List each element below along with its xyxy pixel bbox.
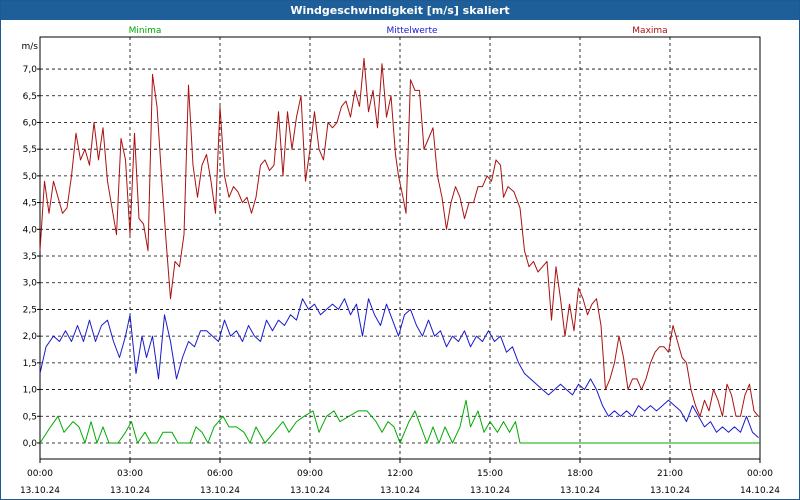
y-tick-label: 7,0: [23, 65, 38, 75]
x-tick-time-label: 21:00: [657, 469, 683, 479]
y-tick-label: 4,5: [23, 199, 37, 209]
x-tick-time-label: 00:00: [27, 469, 53, 479]
y-tick-label: 2,0: [23, 332, 38, 342]
x-tick-time-label: 18:00: [567, 469, 593, 479]
x-tick-time-label: 03:00: [117, 469, 143, 479]
y-tick-label: 0,5: [23, 412, 37, 422]
y-tick-label: 0,0: [23, 439, 38, 449]
x-tick-date-label: 14.10.24: [740, 486, 780, 496]
y-axis-label: m/s: [22, 42, 39, 52]
legend-label-maxima: Maxima: [632, 26, 667, 36]
series-line-minima: [39, 399, 760, 444]
chart-series-group: [39, 57, 760, 444]
y-tick-label: 3,0: [23, 279, 38, 289]
chart-legend: Minima Mittelwerte Maxima: [129, 26, 668, 36]
x-tick-date-label: 13.10.24: [20, 486, 60, 496]
y-tick-label: 6,0: [23, 118, 38, 128]
x-tick-date-label: 13.10.24: [200, 486, 240, 496]
x-tick-time-label: 09:00: [297, 469, 323, 479]
y-tick-label: 1,5: [23, 359, 37, 369]
x-tick-date-label: 13.10.24: [470, 486, 510, 496]
x-tick-date-label: 13.10.24: [110, 486, 150, 496]
y-tick-label: 1,0: [23, 386, 38, 396]
x-tick-date-label: 13.10.24: [290, 486, 330, 496]
chart-grid: [39, 36, 761, 460]
x-tick-date-label: 13.10.24: [380, 486, 420, 496]
y-tick-label: 5,5: [23, 145, 37, 155]
legend-label-mittelwerte: Mittelwerte: [386, 26, 437, 36]
x-tick-time-label: 12:00: [387, 469, 413, 479]
series-line-mittelwerte: [39, 298, 759, 438]
x-tick-date-label: 13.10.24: [650, 486, 690, 496]
y-tick-label: 4,0: [23, 225, 38, 235]
chart-axes: 7,0 6,5 6,0 5,5 5,0 4,5 4,0 3,5 3,0 2,5 2,0 1,5 1,0 0…: [20, 42, 780, 496]
x-tick-time-label: 06:00: [207, 469, 233, 479]
window-title: Windgeschwindigkeit [m/s] skaliert: [1, 1, 799, 20]
x-tick-date-label: 13.10.24: [560, 486, 600, 496]
x-tick-time-label: 15:00: [477, 469, 503, 479]
series-line-maxima: [39, 57, 760, 417]
y-tick-label: 3,5: [23, 252, 37, 262]
y-tick-label: 5,0: [23, 172, 38, 182]
y-tick-label: 2,5: [23, 305, 37, 315]
y-tick-label: 6,5: [23, 92, 37, 102]
x-tick-time-label: 00:00: [747, 469, 773, 479]
legend-label-minima: Minima: [129, 26, 162, 36]
